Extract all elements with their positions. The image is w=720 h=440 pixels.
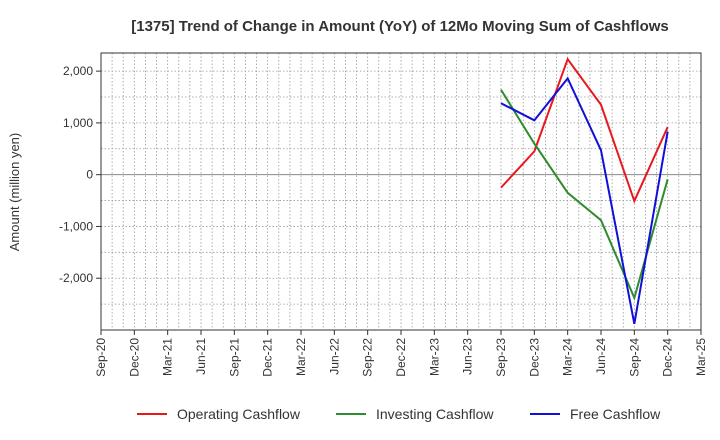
x-tick-label: Dec-22: [394, 338, 408, 377]
y-tick-label: 2,000: [63, 64, 93, 78]
x-tick-label: Jun-22: [327, 338, 341, 375]
x-tick-label: Sep-21: [227, 338, 241, 377]
series-line-free-cashflow: [500, 76, 669, 324]
x-tick-label: Sep-20: [94, 338, 108, 377]
x-tick-label: Mar-22: [294, 338, 308, 376]
y-tick-label: -1,000: [59, 219, 93, 233]
x-tick-label: Dec-23: [527, 338, 541, 377]
x-tick-label: Jun-23: [461, 338, 475, 375]
y-tick-label: -2,000: [59, 271, 93, 285]
y-tick-label: 1,000: [63, 116, 93, 130]
legend: Operating Cashflow Investing Cashflow Free…: [137, 406, 661, 422]
series-line-investing-cashflow: [500, 89, 669, 301]
x-tick-label: Sep-23: [494, 338, 508, 377]
x-tick-label: Jun-24: [594, 338, 608, 375]
series-line-operating-cashflow: [500, 57, 669, 204]
x-tick-label: Jun-21: [194, 338, 208, 375]
y-axis-label: Amount (million yen): [7, 133, 22, 252]
x-tick-label: Mar-25: [694, 338, 708, 376]
x-tick-label: Mar-21: [161, 338, 175, 376]
x-tick-label: Sep-24: [627, 338, 641, 377]
x-tick-label: Mar-24: [561, 338, 575, 376]
x-tick-label: Dec-21: [261, 338, 275, 377]
legend-label-free-cashflow: Free Cashflow: [570, 406, 661, 422]
legend-label-operating-cashflow: Operating Cashflow: [177, 406, 301, 422]
grid-lines: [101, 53, 701, 330]
y-tick-label: 0: [86, 168, 93, 182]
x-tick-label: Sep-22: [361, 338, 375, 377]
chart-title: [1375] Trend of Change in Amount (YoY) o…: [131, 18, 669, 35]
x-tick-label: Dec-20: [127, 338, 141, 377]
x-tick-label: Dec-24: [661, 338, 675, 377]
x-tick-label: Mar-23: [427, 338, 441, 376]
legend-label-investing-cashflow: Investing Cashflow: [376, 406, 494, 422]
plot-area: 2,000 1,000 0 -1,000 -2,000 Sep-20 Dec-20 Mar-2…: [59, 52, 708, 377]
